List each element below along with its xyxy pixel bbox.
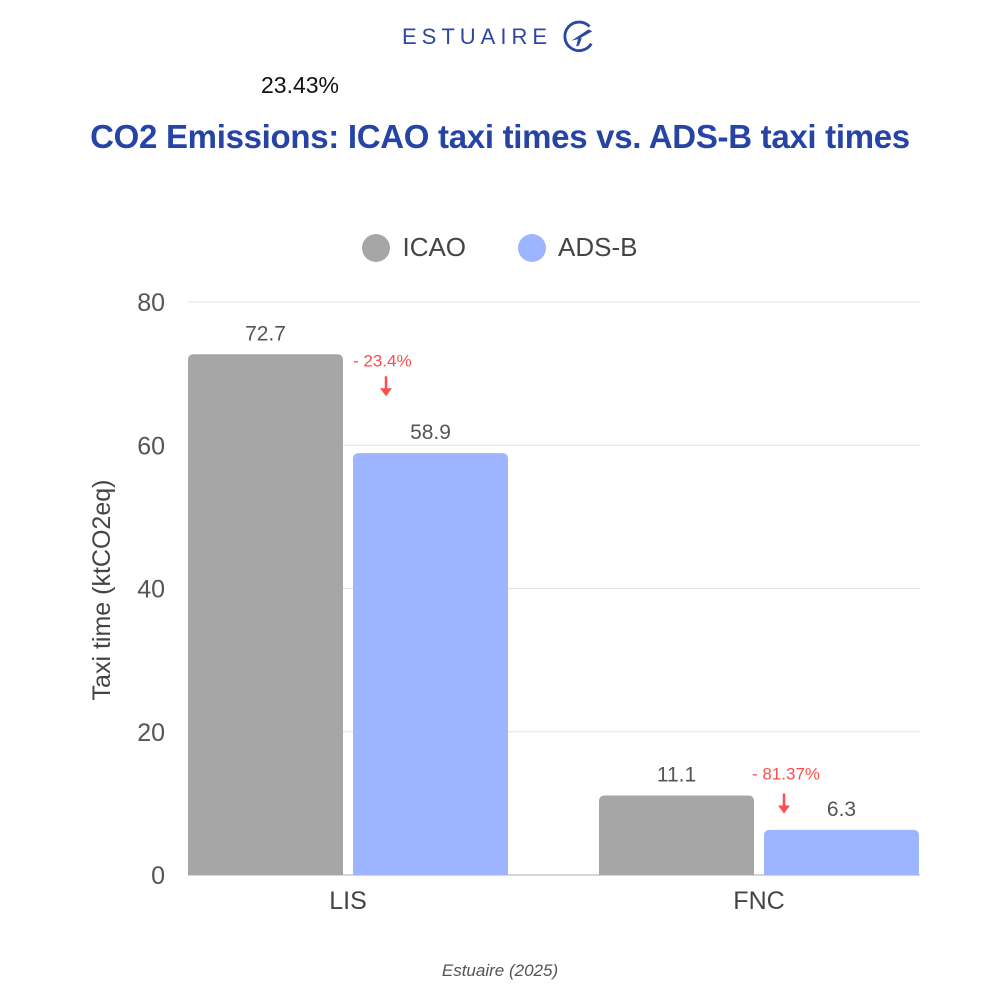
arrow-down-head xyxy=(380,388,392,397)
bar-ads-b-lis xyxy=(353,453,508,875)
legend-label-adsb: ADS-B xyxy=(558,232,638,262)
chart-title: CO2 Emissions: ICAO taxi times vs. ADS-B… xyxy=(90,118,910,155)
legend-swatch-adsb xyxy=(518,233,547,262)
legend-label-icao: ICAO xyxy=(402,232,467,262)
y-tick-label: 40 xyxy=(137,576,165,604)
legend-item-icao: ICAO xyxy=(362,232,466,263)
delta-annotation: - 81.37% xyxy=(752,764,820,783)
data-label: 72.7 xyxy=(245,322,286,345)
y-tick-label: 60 xyxy=(137,432,165,460)
source-note: Estuaire (2025) xyxy=(441,961,559,980)
brand-name: ESTUAIRE xyxy=(401,24,553,49)
data-label: 6.3 xyxy=(827,798,856,821)
y-tick-label: 0 xyxy=(151,862,165,890)
y-tick-label: 20 xyxy=(137,719,165,747)
legend-swatch-icao xyxy=(362,233,391,262)
chart-legend: ICAO ADS-B xyxy=(0,232,1000,263)
y-tick-label: 80 xyxy=(137,289,165,317)
y-axis-title: Taxi time (ktCO2eq) xyxy=(88,480,116,701)
bar-ads-b-fnc xyxy=(764,829,919,875)
brand-logo: ESTUAIRE xyxy=(0,18,1000,56)
bar-icao-lis xyxy=(188,354,343,875)
stray-percentage: 23.43% xyxy=(261,72,340,98)
data-label: 58.9 xyxy=(410,421,451,444)
data-label: 11.1 xyxy=(657,763,696,786)
arrow-down-head xyxy=(778,805,790,814)
delta-annotation: - 23.4% xyxy=(353,351,412,370)
legend-item-adsb: ADS-B xyxy=(518,232,638,263)
x-tick-label: LIS xyxy=(329,887,367,915)
plane-circle-icon xyxy=(563,20,593,53)
bar-icao-fnc xyxy=(599,795,754,875)
x-tick-label: FNC xyxy=(733,887,784,915)
